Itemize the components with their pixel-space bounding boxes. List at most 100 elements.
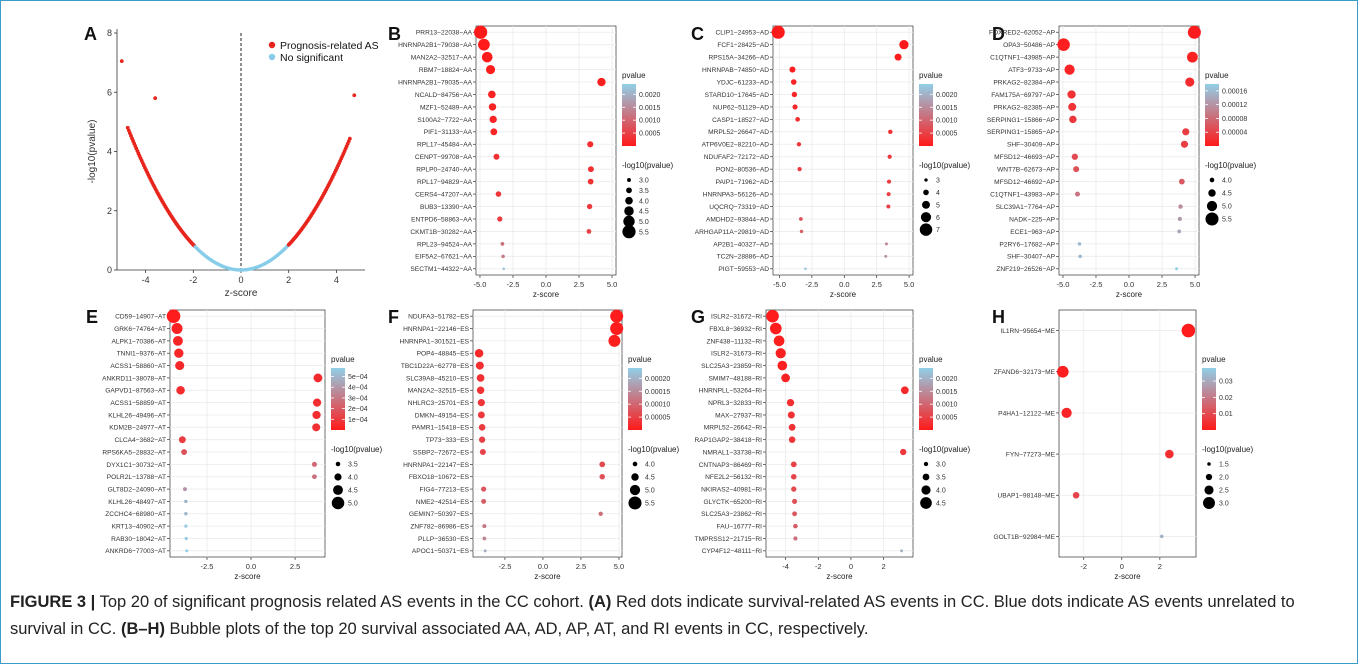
e-bubble bbox=[312, 398, 322, 407]
e-bubble bbox=[184, 524, 188, 528]
f-xtick-label: 0.0 bbox=[538, 562, 548, 571]
e-color-bar bbox=[331, 368, 345, 430]
f-event-label: FIG4−77213−ES bbox=[420, 486, 470, 493]
g-size-key-label: 4.5 bbox=[936, 501, 946, 508]
panel-label-d: D bbox=[992, 24, 1005, 44]
g-bubble bbox=[788, 423, 796, 431]
h-color-tick-label: 0.02 bbox=[1219, 395, 1233, 402]
a-xtick-label: 0 bbox=[238, 275, 243, 285]
panels-group: A -4 -2 0 2 4 0 2 4 6 8 z-score -log10(pvalue) Progno… bbox=[84, 24, 1256, 581]
e-event-label: GAPVD1−87563−AT bbox=[105, 388, 166, 395]
f-bubble bbox=[598, 511, 603, 516]
b-event-label: BUB3−13390−AA bbox=[420, 204, 473, 211]
e-bubble bbox=[172, 335, 183, 346]
d-bubble bbox=[1187, 25, 1201, 39]
g-x-axis-title: z-score bbox=[826, 572, 853, 581]
e-plot-border bbox=[169, 309, 326, 558]
c-x-axis-title: z-score bbox=[830, 290, 857, 299]
g-size-key-label: 4.0 bbox=[936, 488, 946, 495]
caption-text-1: Top 20 of significant prognosis related … bbox=[95, 593, 589, 611]
d-event-label: SERPING1−15866−AP bbox=[987, 117, 1056, 124]
b-legend-size-title: -log10(pvalue) bbox=[622, 161, 673, 170]
b-bubble bbox=[500, 242, 505, 246]
b-bubble bbox=[586, 203, 593, 210]
d-size-key-label: 5.0 bbox=[1222, 204, 1232, 211]
c-bubble bbox=[789, 66, 796, 73]
a-xtick-label: -4 bbox=[142, 275, 150, 285]
g-event-label: MAX−27937−RI bbox=[715, 412, 762, 419]
d-event-label: ZNF219−26526−AP bbox=[996, 266, 1055, 273]
b-event-label: SECTM1−44322−AA bbox=[410, 266, 472, 273]
b-event-label: S100A2−7722−AA bbox=[417, 117, 472, 124]
d-event-label: ECE1−963−AP bbox=[1010, 229, 1055, 236]
h-event-label: FYN−77273−ME bbox=[1006, 451, 1056, 458]
b-event-label: NCALD−84756−AA bbox=[415, 92, 473, 99]
c-size-key-label: 4 bbox=[936, 190, 940, 197]
a-xtick-label: 4 bbox=[334, 275, 339, 285]
d-xtick-label: 2.5 bbox=[1157, 280, 1167, 289]
f-bubble bbox=[477, 411, 485, 419]
f-size-key-label: 4.5 bbox=[645, 475, 655, 482]
c-bubble bbox=[799, 229, 804, 234]
d-bubble bbox=[1057, 38, 1070, 51]
g-event-label: SLC25A3−23859−RI bbox=[701, 363, 762, 370]
e-event-label: KRT13−40902−AT bbox=[112, 524, 166, 531]
d-bubble bbox=[1182, 128, 1190, 136]
d-bubble bbox=[1186, 51, 1198, 63]
b-event-label: CENPT−99708−AA bbox=[415, 154, 473, 161]
a-point-significant bbox=[347, 136, 352, 141]
panel-label-h: H bbox=[992, 307, 1005, 327]
h-size-key-label: 2.5 bbox=[1219, 488, 1229, 495]
c-event-label: PAIP1−71962−AD bbox=[716, 179, 770, 186]
e-event-label: KLHL26−49496−AT bbox=[108, 412, 166, 419]
d-event-label: NADK−225−AP bbox=[1009, 216, 1055, 223]
d-event-label: PRKAG2−82384−AP bbox=[993, 79, 1055, 86]
b-bubble bbox=[501, 254, 505, 259]
g-color-tick-label: 0.0010 bbox=[936, 402, 958, 409]
b-event-label: RBM7−18824−AA bbox=[419, 67, 473, 74]
c-xtick-label: -2.5 bbox=[805, 280, 818, 289]
d-event-label: PRKAG2−82385−AP bbox=[993, 104, 1055, 111]
b-bubble bbox=[488, 103, 497, 111]
b-bubble bbox=[489, 115, 497, 124]
caption-text-2: Red dots indicate survival-related AS ev… bbox=[10, 593, 1295, 638]
d-color-tick-label: 0.00004 bbox=[1222, 130, 1247, 137]
b-event-label: CERS4−47207−AA bbox=[415, 191, 472, 198]
d-bubble bbox=[1067, 90, 1076, 99]
a-y-axis-title: -log10(pvalue) bbox=[87, 120, 98, 184]
c-event-label: MRPL52−26647−AD bbox=[708, 129, 769, 136]
d-event-label: FOXRED2−62052−AP bbox=[989, 30, 1056, 37]
b-bubble bbox=[490, 128, 498, 136]
e-event-label: ACSS1−58860−AT bbox=[110, 363, 166, 370]
f-bubble bbox=[478, 436, 486, 443]
b-size-key-label: 3.0 bbox=[639, 178, 649, 185]
d-event-label: C1QTNF1−43985−AP bbox=[990, 55, 1055, 62]
e-color-tick-label: 3e−04 bbox=[348, 395, 368, 402]
d-bubble bbox=[1064, 64, 1075, 75]
b-event-label: PIF1−31133−AA bbox=[424, 129, 473, 136]
e-size-key-label: 3.5 bbox=[348, 462, 358, 469]
e-event-label: DYX1C1−30732−AT bbox=[106, 462, 166, 469]
g-event-label: RAP1GAP2−38418−RI bbox=[695, 437, 763, 444]
g-bubble bbox=[788, 436, 796, 443]
h-legend-color-title: pvalue bbox=[1202, 355, 1226, 364]
e-event-label: POLR2L−13788−AT bbox=[107, 474, 166, 481]
f-legend-color-title: pvalue bbox=[628, 355, 652, 364]
g-event-label: CYP4F12−48111−RI bbox=[702, 548, 762, 555]
g-bubble bbox=[900, 448, 907, 456]
f-bubble bbox=[475, 361, 484, 370]
a-ytick-label: 8 bbox=[107, 28, 112, 38]
a-ytick-label: 6 bbox=[107, 87, 112, 97]
f-legend-size-title: -log10(pvalue) bbox=[628, 445, 679, 454]
f-bubble bbox=[599, 473, 605, 480]
c-bubble bbox=[771, 25, 785, 39]
f-size-key bbox=[628, 496, 642, 510]
h-bubble bbox=[1181, 323, 1196, 338]
a-xtick-label: -2 bbox=[189, 275, 197, 285]
e-event-label: RPS6KA5−28832−AT bbox=[102, 449, 166, 456]
c-event-label: AMDHD2−93844−AD bbox=[706, 216, 769, 223]
f-size-key bbox=[631, 473, 639, 481]
b-color-bar bbox=[622, 84, 636, 146]
d-bubble bbox=[1068, 102, 1077, 111]
h-bubble bbox=[1072, 491, 1080, 499]
